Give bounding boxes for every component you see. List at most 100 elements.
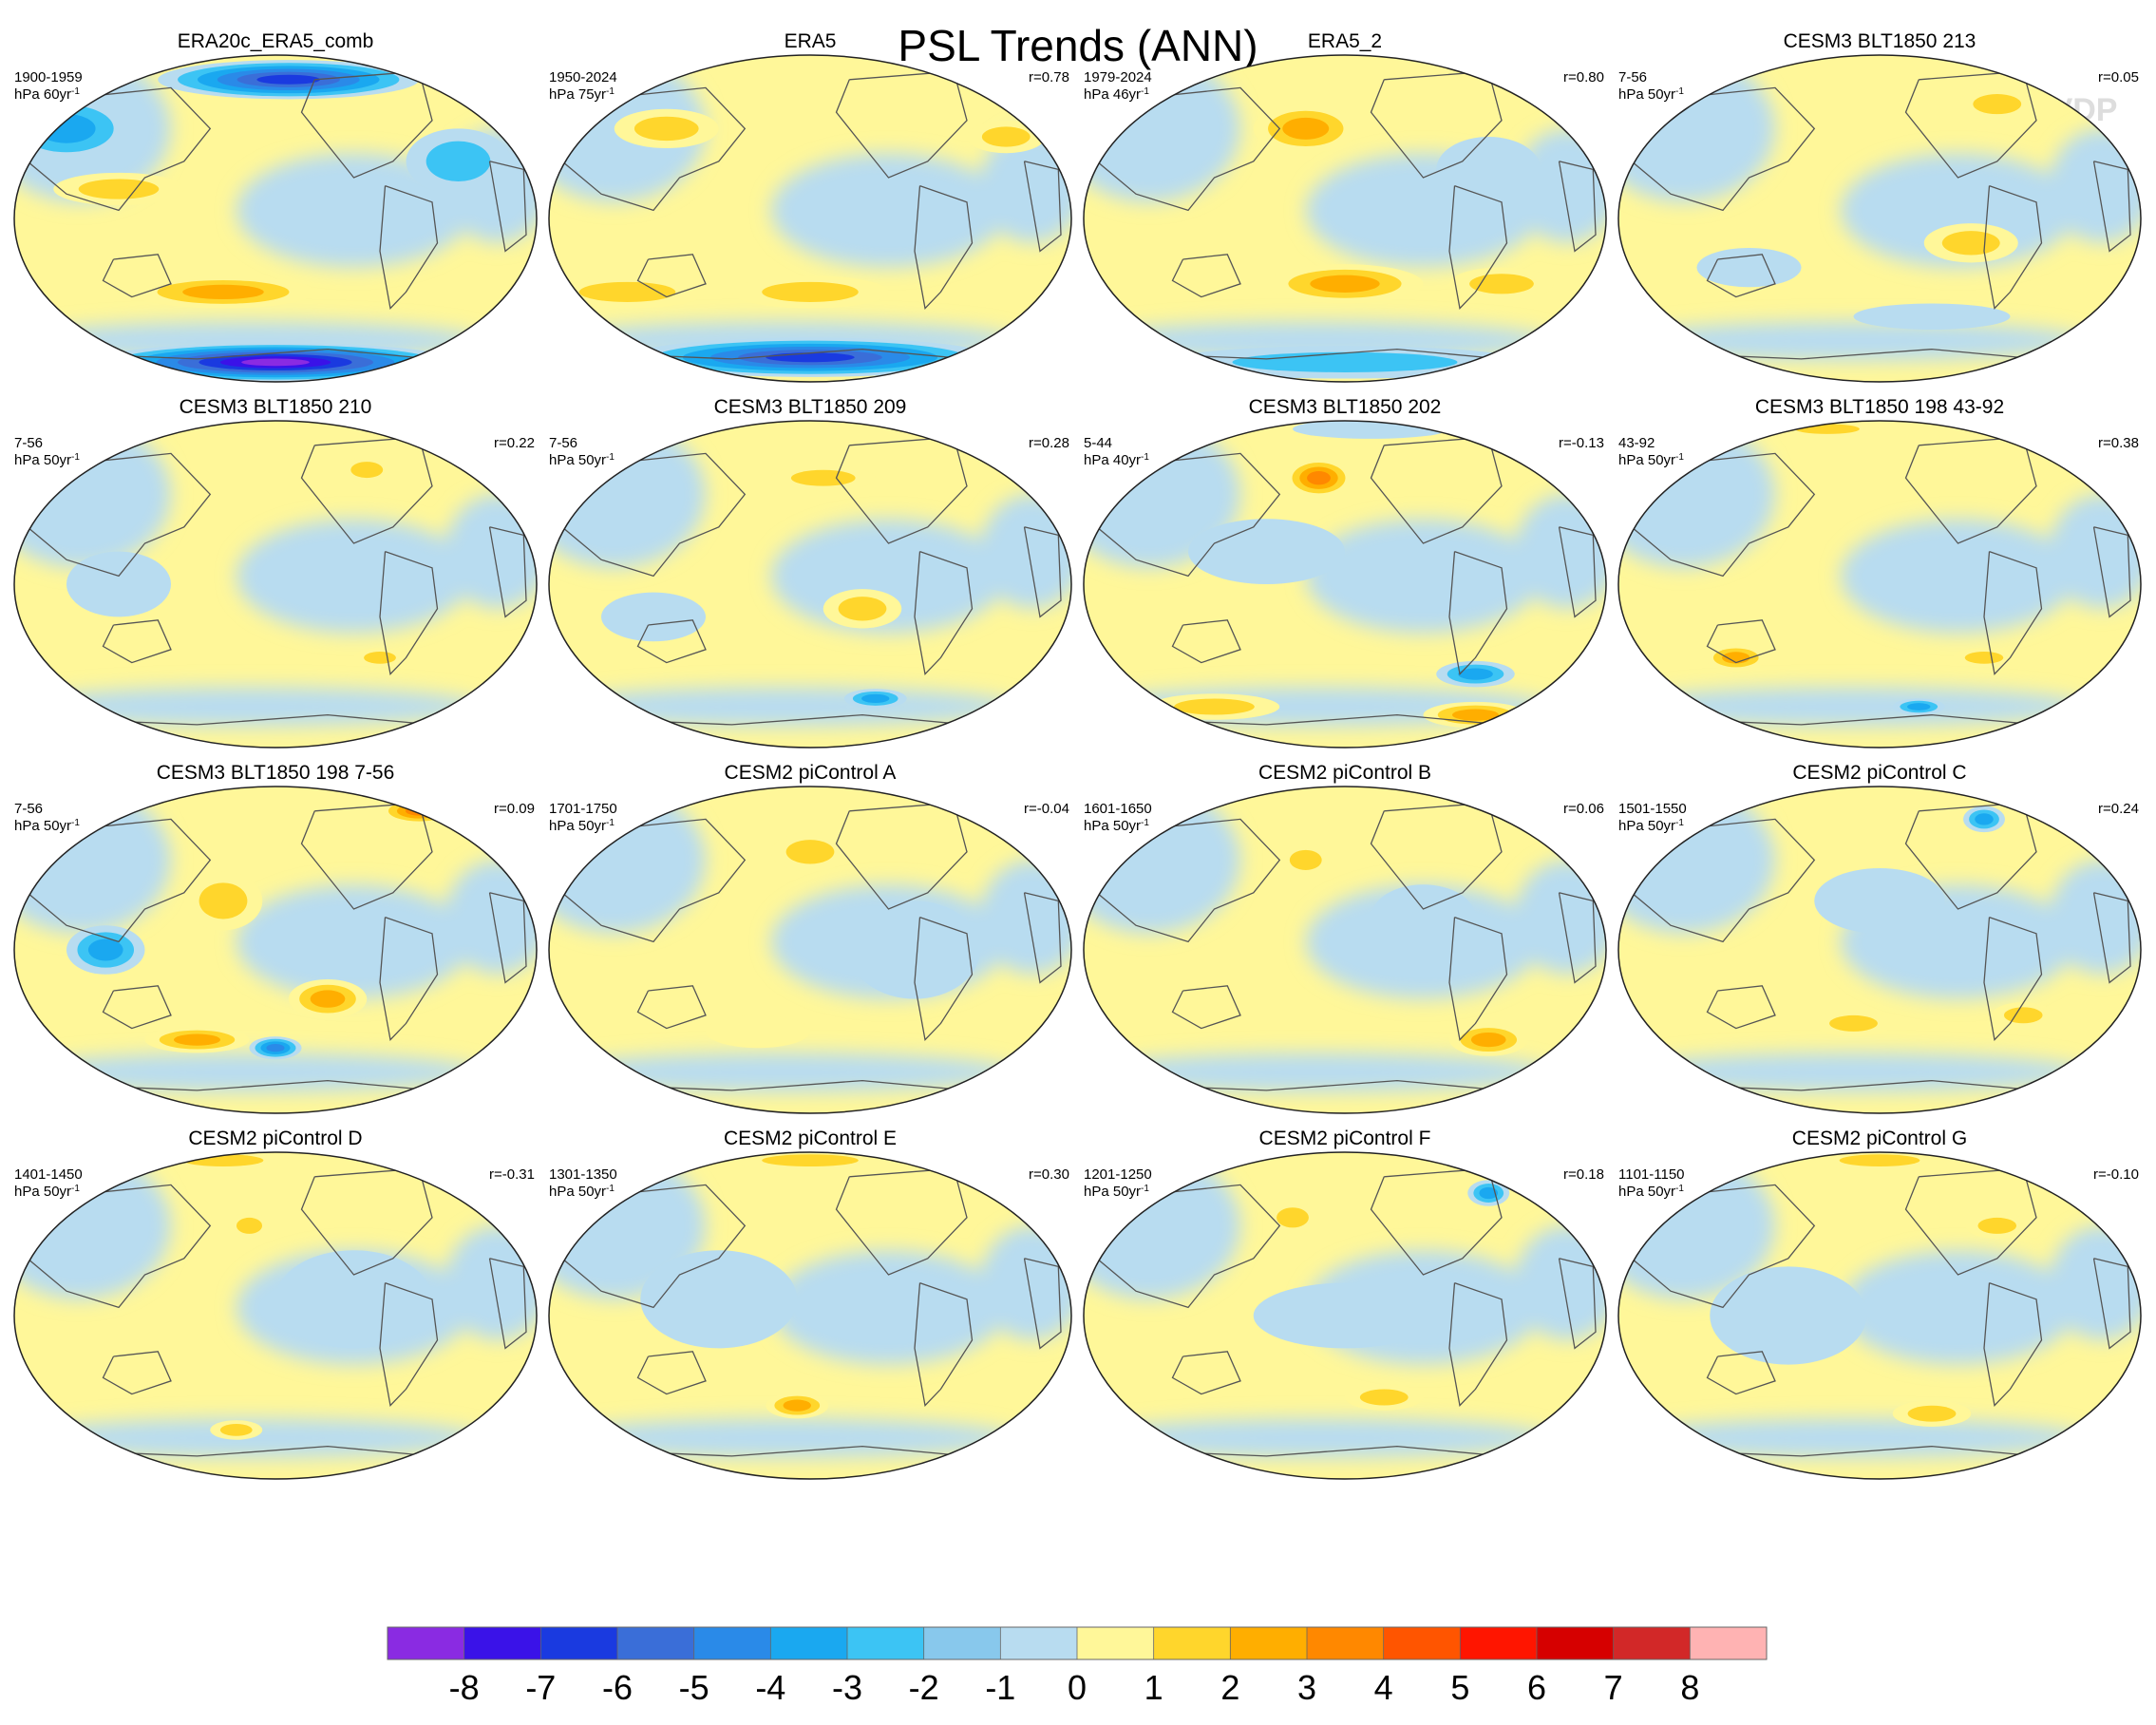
map-outline	[1617, 786, 2142, 1114]
trend-field	[1084, 1152, 1606, 1479]
coastline	[561, 86, 747, 212]
panel-title: CESM2 piControl F	[1259, 1128, 1431, 1149]
colorbar-label: -3	[832, 1668, 862, 1707]
trend-contour	[1277, 1207, 1309, 1228]
panel-correlation: r=0.30	[1029, 1166, 1069, 1183]
panel-title: CESM3 BLT1850 198 43-92	[1755, 396, 2004, 418]
panel-title: CESM3 BLT1850 202	[1249, 396, 1442, 418]
panel-title: CESM2 piControl D	[188, 1128, 362, 1149]
trend-field	[14, 787, 537, 1113]
negative-region	[444, 860, 537, 975]
panel-title: CESM3 BLT1850 210	[180, 396, 372, 418]
colorbar-swatch	[540, 1627, 617, 1659]
trend-contour	[1839, 1154, 1920, 1166]
coastline	[914, 916, 974, 1041]
coastline	[1448, 184, 1508, 310]
negative-region	[14, 687, 484, 727]
panel-correlation: r=0.05	[2098, 69, 2139, 85]
colorbar-label: 0	[1068, 1668, 1087, 1707]
panel-period: 1101-1150	[1618, 1166, 1685, 1183]
panel-period: 1950-2024	[549, 69, 617, 85]
trend-contour	[405, 806, 433, 816]
colorbar-label: -6	[602, 1668, 633, 1707]
trend-contour	[706, 1014, 810, 1049]
colorbar-swatch	[1613, 1627, 1691, 1659]
coastline	[1023, 892, 1062, 984]
colorbar-label: -7	[525, 1668, 556, 1707]
coastline	[1706, 1351, 1776, 1395]
map-outline	[1617, 54, 2142, 383]
colorbar-swatch	[463, 1627, 541, 1659]
coastline	[1171, 985, 1241, 1030]
negative-region	[549, 1418, 1019, 1458]
coastline	[914, 1281, 974, 1407]
coastline	[1448, 916, 1508, 1041]
negative-region	[236, 884, 472, 999]
trend-contour	[310, 990, 346, 1008]
coastline	[488, 892, 527, 984]
coastline	[636, 619, 707, 664]
negative-region	[770, 153, 1007, 268]
coastline	[1983, 1281, 2043, 1407]
trend-contour	[1359, 1389, 1409, 1406]
negative-region	[14, 1052, 484, 1092]
panel-correlation: r=0.06	[1563, 801, 1604, 817]
coastline	[27, 452, 212, 578]
trend-contour	[396, 804, 442, 819]
colorbar-label: 8	[1680, 1668, 1699, 1707]
negative-region	[1618, 687, 2089, 727]
panel-correlation: r=0.22	[494, 435, 535, 451]
coastline	[27, 1184, 212, 1309]
coastline	[636, 1351, 707, 1395]
coastline	[488, 526, 527, 618]
coastline	[561, 1184, 747, 1309]
panel-correlation: r=0.78	[1029, 69, 1069, 85]
panel-period: 1401-1450	[14, 1166, 83, 1183]
map-outline	[548, 420, 1072, 749]
trend-contour	[1973, 94, 2022, 115]
colorbar-swatch	[1537, 1627, 1614, 1659]
trend-field	[1084, 55, 1606, 382]
trend-contour	[762, 281, 859, 302]
colorbar-label: 7	[1604, 1668, 1623, 1707]
panel-units: hPa 60yr-1	[14, 86, 80, 104]
negative-region	[979, 1225, 1071, 1340]
trend-contour	[981, 126, 1031, 147]
trend-field	[549, 421, 1071, 748]
trend-contour	[182, 284, 264, 300]
trend-contour	[78, 179, 160, 199]
coastline	[1096, 452, 1281, 578]
colorbar-label: -5	[679, 1668, 709, 1707]
negative-region	[1618, 1418, 2089, 1458]
trend-contour	[1975, 813, 1994, 825]
trend-field	[1618, 421, 2141, 748]
colorbar-swatch	[1460, 1627, 1537, 1659]
trend-contour	[861, 693, 890, 703]
panel-units: hPa 50yr-1	[1618, 86, 1684, 104]
panel-correlation: r=0.18	[1563, 1166, 1604, 1183]
trend-contour	[1814, 868, 1945, 934]
map-outline	[548, 1151, 1072, 1480]
panel-period: 7-56	[549, 435, 577, 451]
panel-title: CESM2 piControl C	[1792, 762, 1966, 784]
negative-region	[2049, 128, 2141, 243]
panel-period: 1201-1250	[1084, 1166, 1152, 1183]
coastline	[1171, 1351, 1241, 1395]
trend-contour	[634, 116, 699, 142]
colorbar-swatch	[1153, 1627, 1231, 1659]
coastline	[379, 184, 439, 310]
colorbar-label: -2	[909, 1668, 939, 1707]
trend-contour	[790, 469, 856, 486]
trend-contour	[87, 938, 123, 961]
colorbar-swatch	[693, 1627, 771, 1659]
panel-correlation: r=0.80	[1563, 69, 1604, 85]
trend-contour	[578, 281, 676, 302]
